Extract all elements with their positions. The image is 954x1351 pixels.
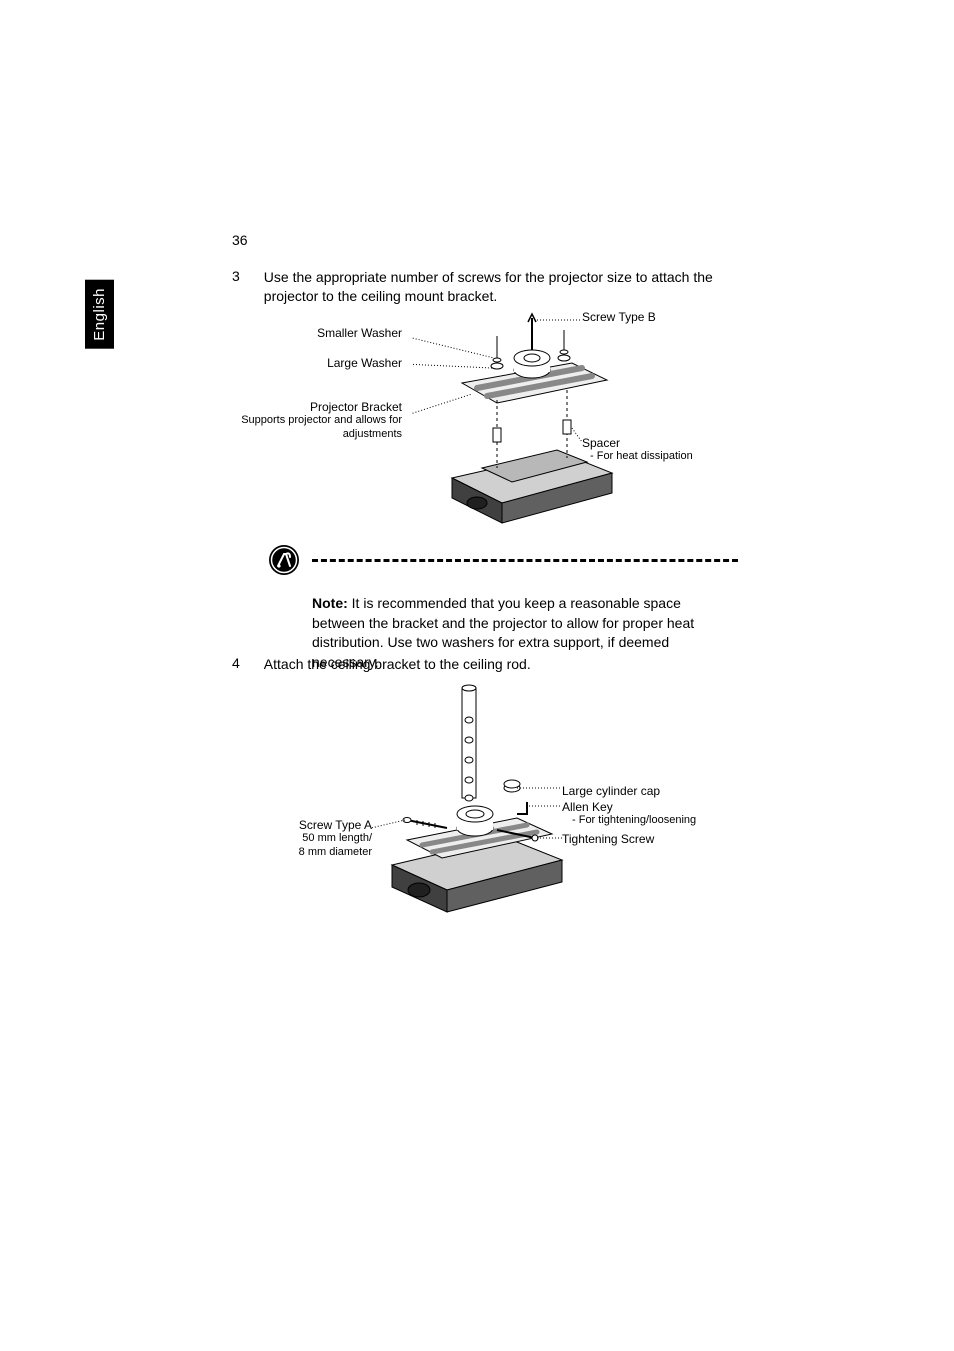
diagram-2-illustration <box>367 680 617 940</box>
callout-screw-type-a: Screw Type A 50 mm length/ 8 mm diameter <box>222 818 372 859</box>
step-3-number: 3 <box>232 268 240 284</box>
callout-screw-type-a-title: Screw Type A <box>222 818 372 832</box>
callout-projector-bracket-sub: Supports projector and allows for adjust… <box>202 414 402 440</box>
step-4-number: 4 <box>232 655 240 671</box>
diagram-1-illustration <box>412 308 652 538</box>
step-3: 3 Use the appropriate number of screws f… <box>232 268 754 306</box>
step-3-text: Use the appropriate number of screws for… <box>264 268 754 306</box>
callout-screw-type-a-sub2: 8 mm diameter <box>222 846 372 859</box>
note-icon <box>268 544 300 576</box>
note-block: Note: It is recommended that you keep a … <box>268 544 738 672</box>
callout-screw-type-a-sub1: 50 mm length/ <box>222 832 372 845</box>
note-divider <box>268 544 738 576</box>
step-4-text: Attach the ceiling bracket to the ceilin… <box>264 655 531 674</box>
note-label: Note: <box>312 595 348 611</box>
step-4: 4 Attach the ceiling bracket to the ceil… <box>232 655 754 674</box>
callout-large-washer: Large Washer <box>232 356 402 370</box>
callout-projector-bracket: Projector Bracket Supports projector and… <box>202 400 402 441</box>
callout-smaller-washer: Smaller Washer <box>232 326 402 340</box>
note-dash-rule <box>312 559 738 562</box>
callout-projector-bracket-title: Projector Bracket <box>202 400 402 414</box>
language-tab: English <box>85 280 114 349</box>
diagram-2: Screw Type A 50 mm length/ 8 mm diameter… <box>232 680 732 940</box>
page-number: 36 <box>232 232 248 248</box>
diagram-1: Smaller Washer Large Washer Projector Br… <box>232 308 732 538</box>
